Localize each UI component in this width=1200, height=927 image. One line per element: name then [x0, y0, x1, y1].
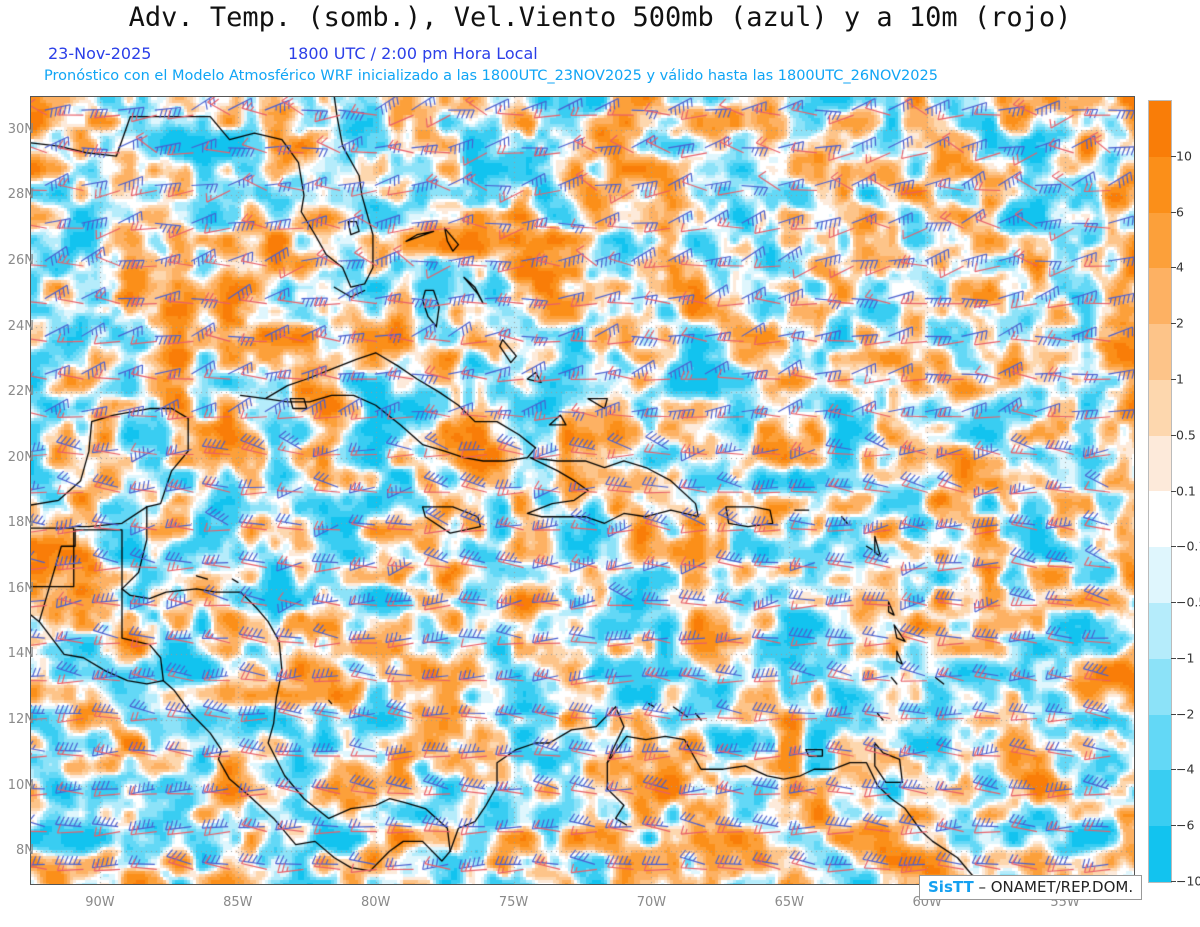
lon-tick-65W: 65W	[774, 895, 805, 910]
colorbar-band-4	[1149, 324, 1171, 380]
colorbar-tickmark-12	[1171, 825, 1176, 827]
colorbar-band-0	[1149, 101, 1171, 157]
colorbar-tick-9: −1	[1176, 650, 1195, 666]
colorbar-tick-8: −0.5	[1176, 594, 1200, 610]
lon-tick-75W: 75W	[498, 895, 529, 910]
colorbar-tickmark-5	[1171, 434, 1176, 436]
colorbar-tick-4: 1	[1176, 371, 1184, 387]
colorbar-band-9	[1149, 603, 1171, 659]
colorbar-tickmark-11	[1171, 769, 1176, 771]
lat-tick-8N: 8N	[16, 843, 34, 859]
colorbar-tickmark-9	[1171, 657, 1176, 659]
colorbar-band-10	[1149, 658, 1171, 715]
lon-tick-70W: 70W	[636, 895, 667, 910]
colorbar-band-3	[1149, 268, 1171, 325]
colorbar-band-6	[1149, 435, 1171, 492]
colorbar-tick-0: 10	[1176, 148, 1192, 164]
lat-tick-18N: 18N	[7, 515, 34, 531]
lat-tick-10N: 10N	[7, 777, 34, 793]
colorbar-tick-12: −6	[1176, 817, 1195, 833]
forecast-description: Pronóstico con el Modelo Atmosférico WRF…	[44, 68, 938, 84]
colorbar-tick-7: −0.1	[1176, 538, 1200, 554]
forecast-date: 23-Nov-2025	[48, 44, 152, 63]
colorbar-band-7	[1149, 491, 1171, 548]
lon-tick-85W: 85W	[223, 895, 253, 910]
lat-tick-26N: 26N	[7, 252, 34, 268]
lat-tick-24N: 24N	[7, 318, 34, 334]
lat-tick-12N: 12N	[7, 712, 34, 728]
colorbar-tick-6: 0.1	[1176, 483, 1196, 498]
colorbar-tickmark-0	[1171, 155, 1176, 157]
colorbar-band-5	[1149, 379, 1171, 436]
colorbar-tick-5: 0.5	[1176, 427, 1196, 443]
colorbar-tickmark-7	[1171, 546, 1176, 548]
attribution-badge: SisTT – ONAMET/REP.DOM.	[919, 875, 1143, 900]
map-canvas	[31, 97, 1134, 884]
colorbar-band-1	[1149, 156, 1171, 213]
map-plot-area[interactable]	[30, 96, 1135, 885]
colorbar[interactable]	[1148, 100, 1172, 883]
lat-tick-14N: 14N	[7, 646, 34, 662]
colorbar-band-2	[1149, 212, 1171, 269]
colorbar-band-8	[1149, 547, 1171, 604]
colorbar-tickmark-8	[1171, 602, 1176, 604]
colorbar-tickmark-3	[1171, 323, 1176, 325]
brand-label: SisTT	[928, 878, 974, 896]
lat-tick-30N: 30N	[7, 121, 34, 137]
lon-tick-90W: 90W	[85, 895, 115, 910]
lat-tick-20N: 20N	[7, 449, 34, 465]
colorbar-tick-11: −4	[1176, 761, 1195, 777]
colorbar-tick-3: 2	[1176, 315, 1184, 331]
colorbar-tickmark-13	[1171, 881, 1176, 882]
colorbar-tickmark-2	[1171, 267, 1176, 269]
colorbar-tick-1: 6	[1176, 204, 1184, 220]
page-title: Adv. Temp. (somb.), Vel.Viento 500mb (az…	[128, 2, 1072, 33]
colorbar-tickmark-1	[1171, 211, 1176, 213]
colorbar-tick-13: −10	[1176, 873, 1200, 889]
lat-tick-16N: 16N	[7, 580, 34, 596]
colorbar-tick-2: 4	[1176, 259, 1184, 275]
attribution-separator: –	[973, 878, 991, 896]
colorbar-tickmark-10	[1171, 713, 1176, 715]
forecast-time: 1800 UTC / 2:00 pm Hora Local	[288, 44, 538, 63]
colorbar-band-12	[1149, 770, 1171, 827]
colorbar-band-13	[1149, 826, 1171, 882]
colorbar-tickmark-6	[1171, 490, 1176, 492]
lon-tick-80W: 80W	[360, 895, 391, 910]
lat-tick-22N: 22N	[7, 384, 34, 400]
colorbar-tickmark-4	[1171, 378, 1176, 380]
organization-label: ONAMET/REP.DOM.	[990, 878, 1134, 896]
colorbar-band-11	[1149, 714, 1171, 771]
lat-tick-28N: 28N	[7, 187, 34, 203]
colorbar-tick-10: −2	[1176, 706, 1195, 722]
